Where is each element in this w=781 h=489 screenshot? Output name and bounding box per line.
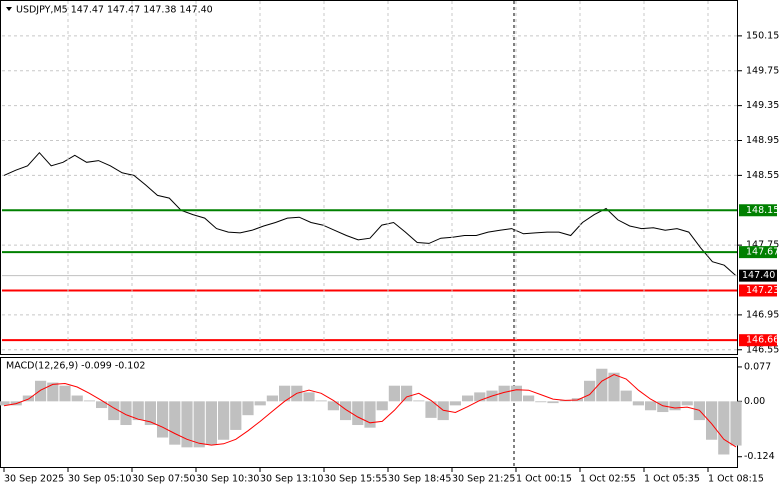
y-tick-label: 148.55 <box>746 170 779 181</box>
level-label: 146.66 <box>746 335 779 346</box>
level-tag <box>739 204 777 217</box>
histogram-bar <box>47 382 59 402</box>
level-tag <box>739 284 777 297</box>
histogram-bar <box>718 401 730 455</box>
histogram-bar <box>474 392 486 402</box>
histogram-bar <box>706 401 718 440</box>
y-tick-label: 148.95 <box>746 135 779 146</box>
x-tick-label: 1 Oct 05:35 <box>644 474 700 485</box>
x-tick-label: 30 Sep 2025 <box>4 474 64 485</box>
histogram-bar <box>157 401 169 438</box>
histogram-bar <box>218 401 230 440</box>
histogram-bar <box>535 401 547 403</box>
x-tick-label: 30 Sep 05:10 <box>68 474 131 485</box>
histogram-bar <box>242 401 254 416</box>
histogram-bar <box>181 401 193 448</box>
histogram-bar <box>681 401 693 406</box>
histogram-bar <box>669 401 681 411</box>
y-tick-label: 146.55 <box>746 344 779 355</box>
y-tick-label: 149.35 <box>746 100 779 111</box>
histogram-bar <box>132 401 144 421</box>
histogram-bar <box>388 385 400 402</box>
histogram-bar <box>462 395 474 402</box>
histogram-bar <box>620 390 632 402</box>
histogram-bar <box>340 401 352 421</box>
current-price-tag <box>739 269 777 282</box>
x-tick-label: 30 Sep 07:50 <box>132 474 195 485</box>
macd-title: MACD(12,26,9) -0.099 -0.102 <box>6 361 145 372</box>
x-tick-label: 1 Oct 08:15 <box>708 474 764 485</box>
histogram-bar <box>169 401 181 445</box>
histogram-bar <box>83 400 95 402</box>
histogram-bar <box>71 395 83 402</box>
histogram-bar <box>730 401 742 446</box>
histogram-bar <box>0 401 10 406</box>
x-tick-label: 30 Sep 15:55 <box>324 474 387 485</box>
x-tick-label: 30 Sep 10:30 <box>196 474 259 485</box>
histogram-bar <box>376 401 388 411</box>
histogram-bar <box>645 401 657 411</box>
main-frame <box>0 0 738 355</box>
level-tag <box>739 334 777 347</box>
x-tick-label: 30 Sep 21:25 <box>452 474 515 485</box>
y-tick-label: 0.00 <box>744 396 765 407</box>
histogram-bar <box>510 385 522 402</box>
histogram-bar <box>584 380 596 402</box>
histogram-bar <box>193 401 205 448</box>
histogram-bar <box>315 400 327 402</box>
histogram-bar <box>657 401 669 413</box>
level-label: 148.15 <box>746 205 779 216</box>
signal-line <box>3 373 737 448</box>
histogram-bar <box>59 385 71 402</box>
y-tick-label: 147.75 <box>746 240 779 251</box>
y-tick-label: 149.75 <box>746 65 779 76</box>
histogram-bar <box>205 401 217 445</box>
histogram-bar <box>230 401 242 430</box>
x-tick-label: 30 Sep 18:45 <box>388 474 451 485</box>
menu-icon <box>6 7 12 11</box>
histogram-bar <box>632 401 644 406</box>
y-tick-label: 150.15 <box>746 30 779 41</box>
histogram-bar <box>547 401 559 404</box>
histogram-bar <box>254 401 266 406</box>
histogram-bar <box>22 395 34 402</box>
y-tick-label: -0.124 <box>744 451 775 462</box>
histogram-bar <box>35 380 47 402</box>
level-label: 147.67 <box>746 247 779 258</box>
histogram-bar <box>303 392 315 402</box>
histogram-bar <box>108 401 120 421</box>
y-tick-label: 146.95 <box>746 309 779 320</box>
level-tag <box>739 246 777 259</box>
x-tick-label: 1 Oct 02:55 <box>580 474 636 485</box>
histogram-bar <box>327 401 339 411</box>
current-price-label: 147.40 <box>742 270 775 281</box>
histogram-bar <box>401 385 413 402</box>
main-title: USDJPY,M5 147.47 147.47 147.38 147.40 <box>16 5 213 16</box>
histogram-bar <box>279 385 291 402</box>
histogram-bar <box>144 401 156 426</box>
histogram-bar <box>608 372 620 402</box>
x-tick-label: 1 Oct 00:15 <box>516 474 572 485</box>
histogram-bar <box>364 401 376 428</box>
histogram-bar <box>523 395 535 402</box>
histogram-bar <box>266 395 278 402</box>
histogram-bar <box>96 401 108 409</box>
histogram-bar <box>425 401 437 418</box>
y-tick-label: 0.077 <box>744 361 771 372</box>
histogram-bar <box>120 401 132 426</box>
price-line <box>3 151 737 277</box>
x-tick-label: 30 Sep 13:10 <box>260 474 323 485</box>
histogram-bar <box>413 400 425 402</box>
histogram-bar <box>352 401 364 426</box>
histogram-bar <box>596 368 608 402</box>
histogram-bar <box>498 385 510 402</box>
histogram-bar <box>449 401 461 406</box>
level-label: 147.23 <box>746 285 779 296</box>
